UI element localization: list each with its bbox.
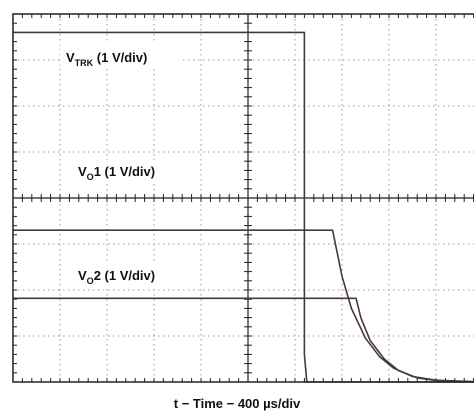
label-vo1-sub: O [87, 172, 94, 182]
grid [12, 13, 474, 383]
svg-text:VO2 (1 V/div): VO2 (1 V/div) [78, 268, 155, 286]
plot-frame [12, 13, 474, 383]
traces [13, 31, 474, 383]
trace-vo2 [13, 297, 474, 383]
svg-text:VTRK (1 V/div): VTRK (1 V/div) [66, 50, 147, 68]
label-vo2: VO2 (1 V/div) [72, 264, 182, 286]
label-vtrk-suffix: (1 V/div) [93, 50, 147, 65]
x-axis-label: t − Time − 400 µs/div [174, 396, 301, 411]
label-vo1-name: V [78, 164, 87, 179]
svg-text:VO1 (1 V/div): VO1 (1 V/div) [78, 164, 155, 182]
trace-vtrk [13, 31, 474, 383]
label-vo1: VO1 (1 V/div) [72, 160, 182, 182]
label-vo1-suffix: 1 (1 V/div) [94, 164, 155, 179]
trace-vo1 [13, 229, 474, 383]
label-vtrk-sub: TRK [75, 58, 94, 68]
label-vtrk-name: V [66, 50, 75, 65]
label-vo2-suffix: 2 (1 V/div) [94, 268, 155, 283]
label-vtrk: VTRK (1 V/div) [60, 44, 182, 68]
label-vo2-name: V [78, 268, 87, 283]
label-vo2-sub: O [87, 276, 94, 286]
